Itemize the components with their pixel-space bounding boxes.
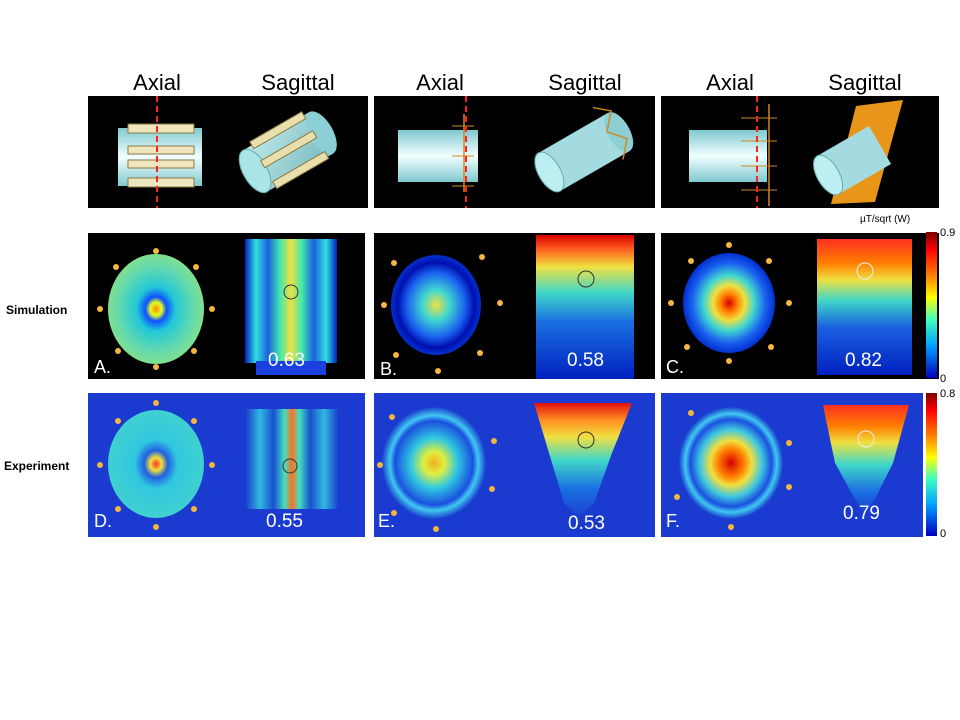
field-maps-A <box>97 239 337 375</box>
setup-drawing-2 <box>398 96 634 208</box>
panel-label-A: A. <box>94 357 112 377</box>
setup-panel-2 <box>374 96 655 208</box>
header-sagittal-1: Sagittal <box>261 70 335 95</box>
panel-label-B: B. <box>380 359 398 379</box>
row-label-simulation: Simulation <box>6 303 68 317</box>
value-E: 0.53 <box>568 513 605 534</box>
value-F: 0.79 <box>843 503 880 524</box>
setup-panel-1 <box>88 96 368 208</box>
phantom-cylinder <box>689 130 767 182</box>
field-map-panel-B: B. 0.58 <box>374 233 655 379</box>
coil-rung <box>127 123 195 134</box>
field-maps-F <box>674 405 909 530</box>
setup-panel-3 <box>661 96 939 208</box>
value-A: 0.63 <box>268 350 305 371</box>
header-sagittal-3: Sagittal <box>828 70 902 95</box>
field-maps-C <box>668 239 912 375</box>
row-label-experiment: Experiment <box>4 459 70 473</box>
field-map-panel-A: A. 0.63 <box>88 233 365 379</box>
header-sagittal-2: Sagittal <box>548 70 622 95</box>
field-map-panel-E: E. 0.53 <box>374 393 655 537</box>
header-axial-3: Axial <box>706 70 754 95</box>
colorbar-sim-min: 0 <box>940 373 947 385</box>
field-maps-E <box>377 403 632 532</box>
value-B: 0.58 <box>567 350 604 371</box>
phantom-cylinder <box>118 128 202 186</box>
panel-label-D: D. <box>94 511 112 531</box>
panel-label-C: C. <box>666 357 684 377</box>
colorbar-title: µT/sqrt (W) <box>860 214 911 225</box>
value-D: 0.55 <box>266 511 303 532</box>
phantom-3d <box>238 111 337 194</box>
setup-drawing-3 <box>689 96 903 208</box>
field-map-panel-C: C. 0.82 <box>661 233 939 379</box>
panel-label-F: F. <box>666 511 681 531</box>
colorbar-simulation <box>926 232 937 378</box>
phantom-3d <box>813 125 892 196</box>
header-axial-2: Axial <box>416 70 464 95</box>
field-map-panel-D: D. 0.55 <box>88 393 365 537</box>
panel-label-E: E. <box>378 511 396 531</box>
phantom-3d <box>534 106 634 193</box>
coil-rung <box>127 177 195 188</box>
field-map-panel-F: F. 0.79 <box>661 393 923 537</box>
field-maps-D <box>97 400 338 530</box>
setup-drawing-1 <box>118 96 337 208</box>
coil-rung <box>127 145 195 155</box>
field-maps-B <box>381 235 634 379</box>
value-C: 0.82 <box>845 350 882 371</box>
colorbar-experiment <box>926 393 937 536</box>
coil-rung <box>127 159 195 169</box>
colorbar-sim-max: 0.9 <box>940 227 956 239</box>
header-axial-1: Axial <box>133 70 181 95</box>
colorbar-exp-max: 0.8 <box>940 388 956 400</box>
colorbar-exp-min: 0 <box>940 528 947 540</box>
